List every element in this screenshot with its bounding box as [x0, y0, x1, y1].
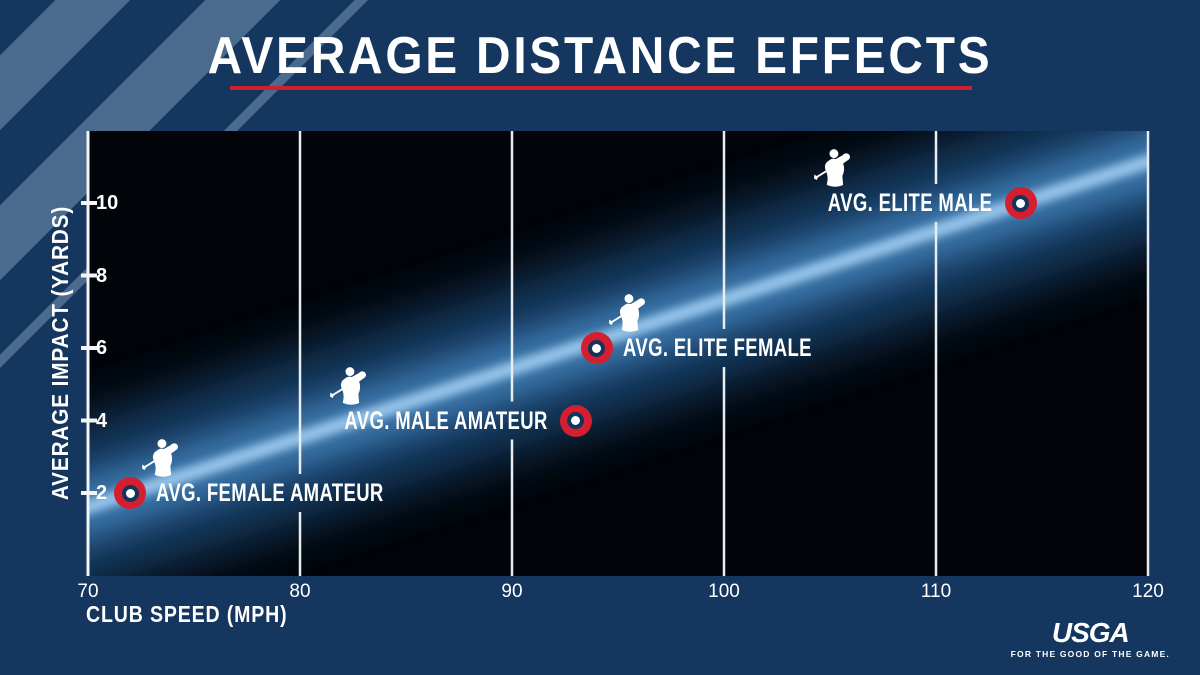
golfer-icon: [814, 149, 851, 187]
marker-center-dot: [125, 488, 135, 498]
y-axis-tick-label: 2: [96, 482, 108, 504]
marker-inner-ring: [567, 412, 585, 429]
point-label: AVG. ELITE MALE: [828, 189, 993, 217]
marker-inner-ring: [588, 339, 606, 357]
marker-inner-ring: [121, 484, 139, 502]
data-point-marker: [580, 332, 613, 364]
marker-center-dot: [1016, 198, 1026, 208]
usga-logo: USGA FOR THE GOOD OF THE GAME.: [1010, 617, 1170, 660]
y-axis-title: AVERAGE IMPACT (YARDS): [47, 205, 73, 501]
x-axis-tick-label: 90: [501, 581, 523, 602]
title-underline: [230, 86, 972, 90]
golfer-icon: [142, 439, 179, 477]
beam-glow-background: [88, 131, 1148, 576]
marker-center-dot: [571, 416, 581, 425]
usga-logo-text: USGA: [1051, 617, 1130, 648]
y-axis-tick-label: 6: [96, 337, 108, 359]
plot-area: [88, 131, 1148, 576]
data-point-marker: [1004, 187, 1037, 219]
golfer-icon: [608, 294, 645, 332]
data-point-marker: [114, 477, 147, 509]
point-label: AVG. FEMALE AMATEUR: [156, 479, 385, 507]
x-axis-title: CLUB SPEED (MPH): [86, 601, 288, 627]
golfer-icon: [330, 366, 367, 405]
x-axis-tick-label: 120: [1132, 581, 1164, 602]
x-axis-tick-label: 80: [289, 581, 311, 602]
usga-tagline: FOR THE GOOD OF THE GAME.: [1010, 649, 1170, 659]
x-axis-tick-label: 70: [77, 581, 99, 602]
data-point-marker: [559, 404, 592, 437]
x-axis-tick-label: 100: [708, 581, 740, 602]
y-axis-tick-label: 8: [96, 264, 108, 287]
marker-inner-ring: [1012, 194, 1030, 212]
y-axis-tick-label: 10: [96, 192, 119, 214]
x-axis-tick-label: 110: [920, 581, 952, 602]
page-title: AVERAGE DISTANCE EFFECTS: [207, 27, 993, 85]
marker-center-dot: [592, 343, 602, 353]
point-label: AVG. ELITE FEMALE: [622, 334, 812, 362]
y-axis-tick-label: 4: [96, 409, 108, 432]
point-label: AVG. MALE AMATEUR: [344, 406, 548, 435]
